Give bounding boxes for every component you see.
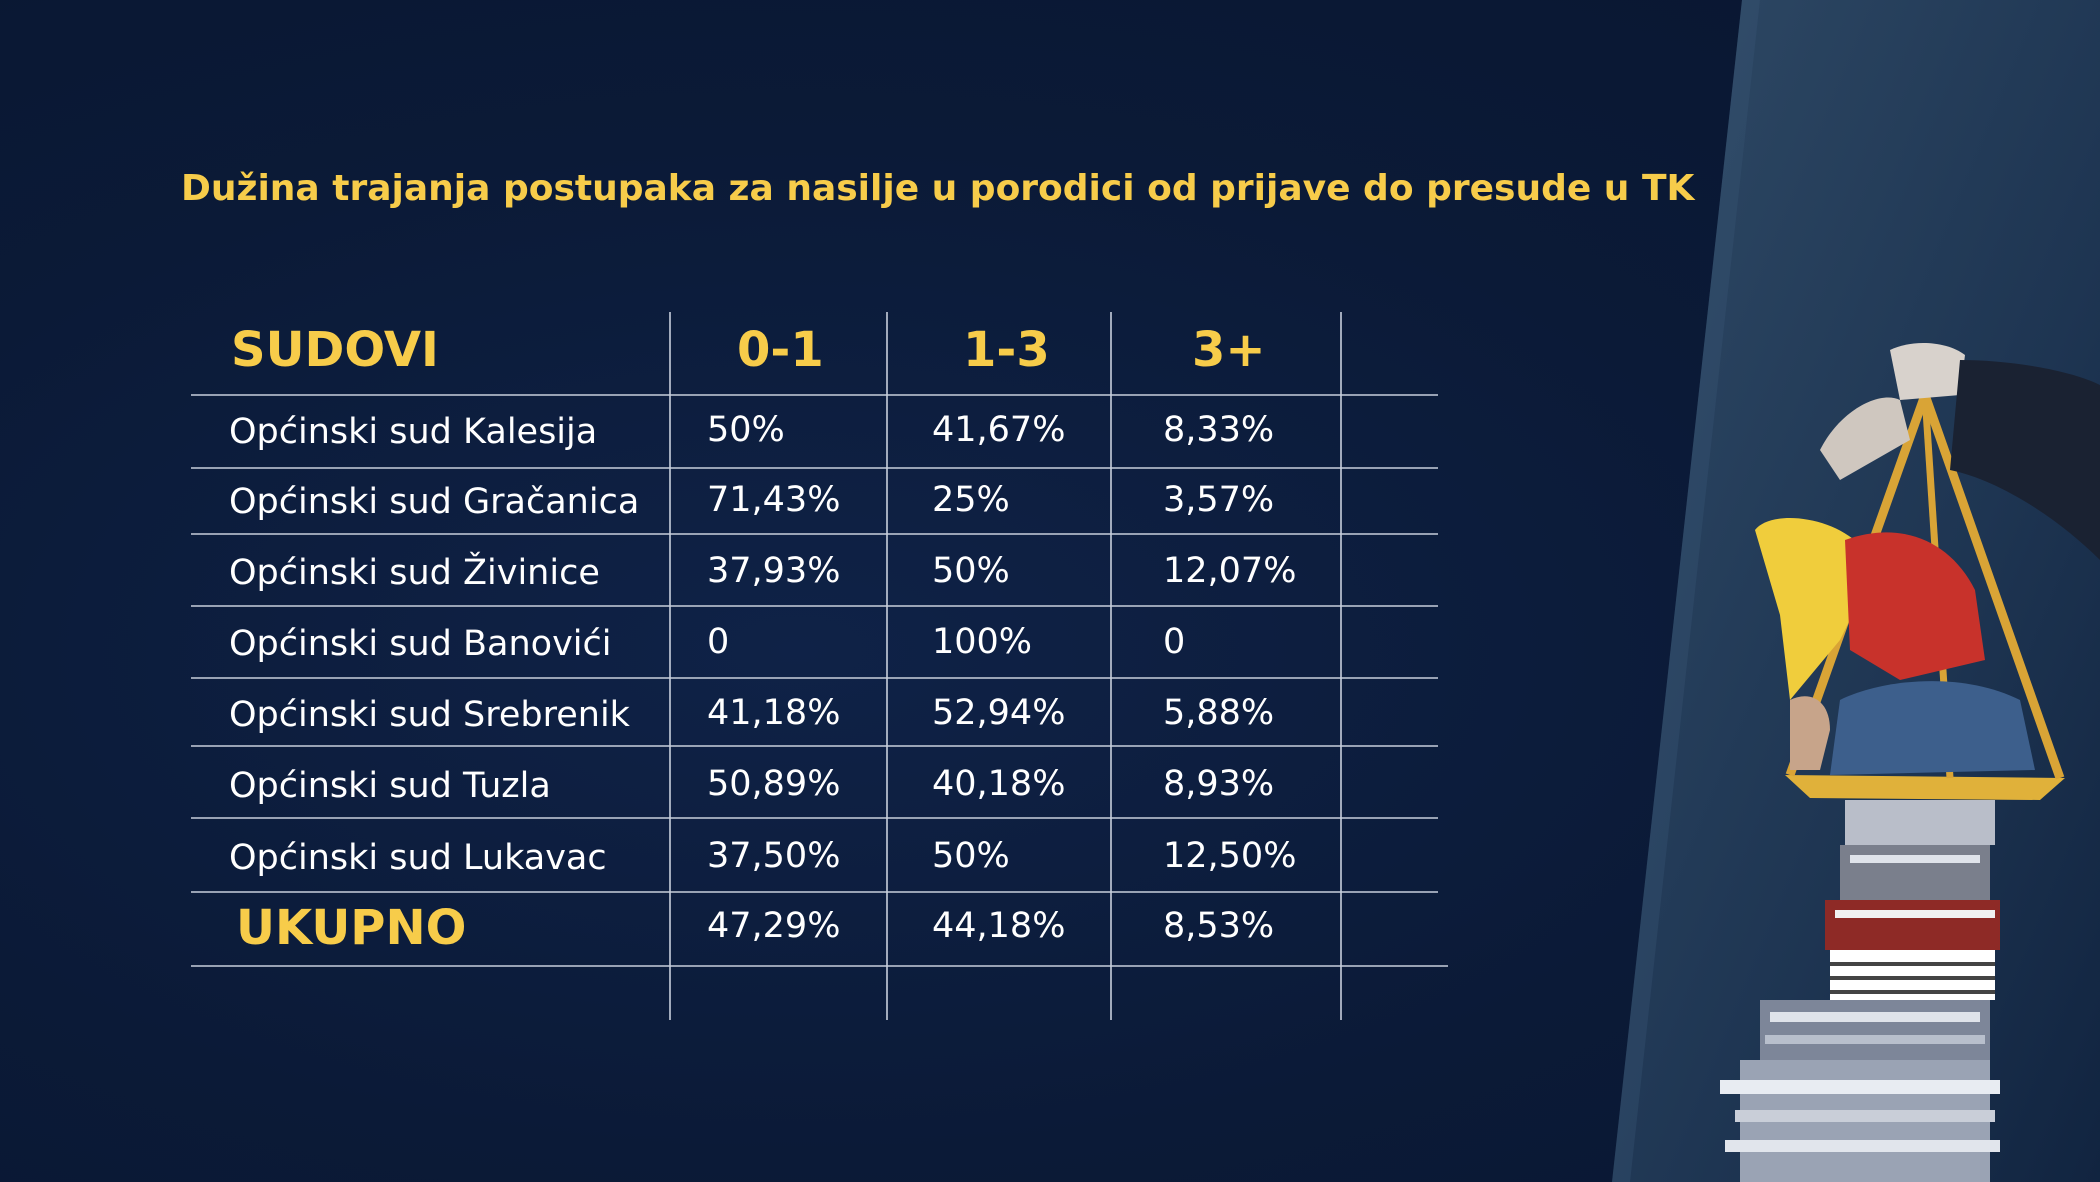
table-cell-value: 40,18% — [932, 764, 1066, 804]
table-cell-value: 41,18% — [707, 693, 841, 733]
table-cell-value: 37,93% — [707, 551, 841, 591]
total-value: 44,18% — [932, 906, 1066, 946]
table-cell-value: 37,50% — [707, 836, 841, 876]
column-header-1-3: 1-3 — [963, 322, 1050, 378]
justice-scale-illustration-icon — [1720, 343, 2100, 1182]
court-name: Općinski sud Tuzla — [229, 766, 551, 806]
table-cell-value: 0 — [707, 622, 730, 662]
total-value: 47,29% — [707, 906, 841, 946]
table-cell-value: 71,43% — [707, 480, 841, 520]
table-cell-value: 8,33% — [1163, 410, 1275, 450]
table-cell-value: 5,88% — [1163, 693, 1275, 733]
table-cell-value: 52,94% — [932, 693, 1066, 733]
court-name: Općinski sud Živinice — [229, 553, 600, 593]
table-cell-value: 3,57% — [1163, 480, 1275, 520]
table-cell-value: 41,67% — [932, 410, 1066, 450]
table-cell-value: 100% — [932, 622, 1033, 662]
table-cell-value: 0 — [1163, 622, 1186, 662]
table-cell-value: 50% — [932, 551, 1010, 591]
court-name: Općinski sud Gračanica — [229, 482, 640, 522]
table-cell-value: 25% — [932, 480, 1010, 520]
court-name: Općinski sud Srebrenik — [229, 695, 630, 735]
total-value: 8,53% — [1163, 906, 1275, 946]
table-cell-value: 8,93% — [1163, 764, 1275, 804]
chart-title: Dužina trajanja postupaka za nasilje u p… — [181, 168, 1695, 209]
table-cell-value: 12,50% — [1163, 836, 1297, 876]
column-header-3plus: 3+ — [1192, 322, 1266, 378]
column-header-courts: SUDOVI — [231, 322, 439, 378]
table-cell-value: 12,07% — [1163, 551, 1297, 591]
total-label: UKUPNO — [236, 900, 467, 956]
table-cell-value: 50,89% — [707, 764, 841, 804]
table-cell-value: 50% — [932, 836, 1010, 876]
table-cell-value: 50% — [707, 410, 785, 450]
court-name: Općinski sud Lukavac — [229, 838, 607, 878]
column-header-0-1: 0-1 — [737, 322, 824, 378]
court-name: Općinski sud Banovići — [229, 624, 612, 664]
court-name: Općinski sud Kalesija — [229, 412, 598, 452]
